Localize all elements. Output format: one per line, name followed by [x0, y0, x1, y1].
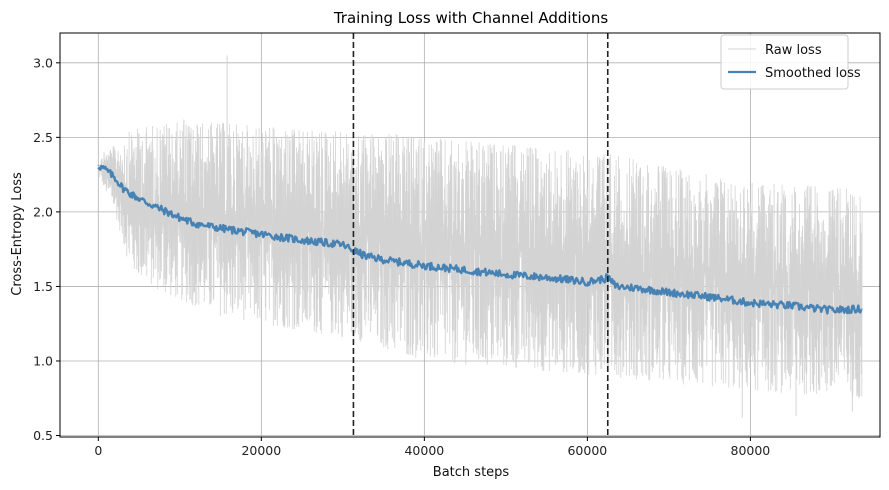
smoothed-loss-point — [861, 308, 863, 310]
smoothed-loss-point — [260, 233, 262, 235]
smoothed-loss-point — [219, 227, 222, 229]
smoothed-loss-point — [831, 309, 833, 311]
legend-smoothed-label: Smoothed loss — [765, 66, 861, 81]
x-axis-ticks: 0 20000 40000 60000 80000 — [94, 437, 770, 458]
smoothed-loss-point — [603, 278, 605, 280]
smoothed-loss-point — [391, 260, 393, 262]
smoothed-loss-point — [423, 264, 425, 267]
smoothed-loss-point — [749, 302, 751, 304]
smoothed-loss-point — [366, 256, 368, 258]
smoothed-loss-point — [790, 305, 792, 307]
smoothed-loss-point — [709, 296, 711, 298]
smoothed-loss-point — [342, 244, 344, 246]
y-tick-label: 1.0 — [33, 353, 53, 368]
legend: Raw loss Smoothed loss — [720, 34, 861, 90]
y-axis-label: Cross-Entropy Loss — [10, 172, 25, 296]
smoothed-loss-point — [97, 165, 99, 167]
y-tick-label: 1.5 — [33, 279, 53, 294]
smoothed-loss-point — [105, 169, 108, 171]
x-axis-label: Batch steps — [433, 465, 510, 480]
smoothed-loss-point — [464, 269, 466, 271]
smoothed-loss-point — [615, 285, 617, 288]
smoothed-loss-point — [162, 209, 165, 212]
smoothed-loss-point — [635, 287, 637, 289]
x-tick-label: 40000 — [404, 443, 444, 458]
y-tick-label: 3.0 — [33, 55, 53, 70]
x-tick-label: 0 — [94, 443, 102, 458]
x-tick-label: 20000 — [241, 443, 281, 458]
y-axis-ticks: 0.5 1.0 1.5 2.0 2.5 3.0 — [33, 55, 60, 443]
legend-raw-label: Raw loss — [765, 43, 822, 58]
x-tick-label: 80000 — [731, 443, 771, 458]
smoothed-loss-point — [301, 239, 303, 241]
smoothed-loss-point — [195, 223, 197, 225]
smoothed-loss-point — [114, 177, 116, 179]
x-tick-label: 60000 — [567, 443, 607, 458]
smoothed-loss-point — [122, 187, 124, 189]
smoothed-loss-point — [586, 281, 588, 283]
y-tick-label: 2.0 — [33, 204, 53, 219]
smoothed-loss-point — [130, 193, 132, 195]
smoothed-loss-line — [97, 164, 863, 315]
y-tick-label: 2.5 — [33, 130, 53, 145]
smoothed-loss-point — [668, 291, 670, 293]
smoothed-loss-point — [146, 202, 148, 204]
smoothed-loss-point — [546, 276, 548, 279]
channel-addition-markers — [352, 33, 609, 437]
smoothed-loss-point — [179, 217, 181, 219]
smoothed-loss-point — [505, 273, 507, 276]
plot-frame — [59, 32, 881, 438]
y-tick-label: 0.5 — [33, 428, 53, 443]
chart-title: Training Loss with Channel Additions — [333, 9, 609, 27]
